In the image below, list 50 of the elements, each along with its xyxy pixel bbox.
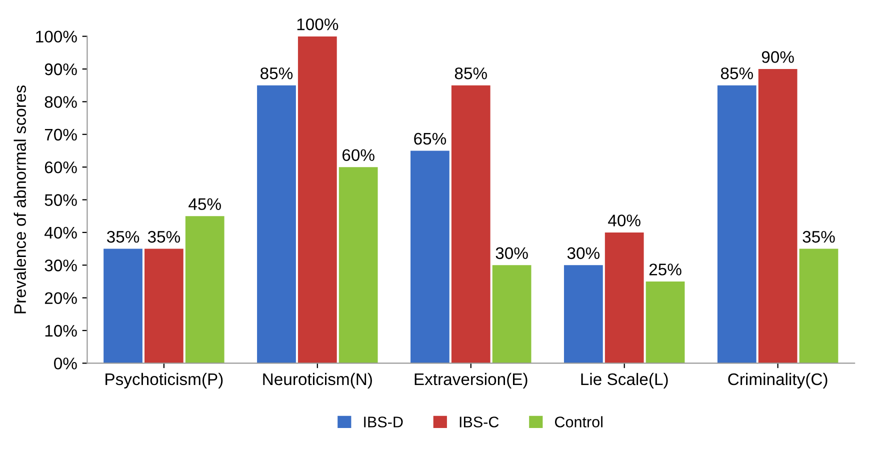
bar	[492, 265, 532, 364]
x-tick-label: Neuroticism(N)	[263, 372, 372, 388]
data-label: 65%	[414, 132, 446, 145]
data-label: 35%	[148, 230, 180, 243]
bar	[717, 85, 756, 364]
bar	[298, 36, 337, 364]
data-label: 85%	[454, 67, 487, 80]
bar	[338, 167, 378, 364]
bar	[451, 85, 490, 364]
bar	[104, 248, 142, 364]
x-tick-label: Psychoticism(P)	[106, 372, 223, 388]
y-tick-label: 40%	[44, 226, 77, 239]
y-tick-label: 10%	[45, 324, 77, 337]
bar	[185, 216, 224, 364]
legend-label: IBS-C	[460, 416, 499, 428]
y-tick-label: 70%	[44, 128, 77, 141]
legend-label: IBS-D	[364, 416, 403, 428]
data-label: 35%	[802, 230, 835, 243]
data-label: 25%	[649, 264, 682, 276]
data-label: 85%	[260, 67, 293, 80]
y-tick-label: 100%	[36, 30, 77, 43]
bar	[604, 232, 644, 364]
bar	[758, 69, 798, 364]
data-label: 90%	[762, 51, 794, 63]
bar	[410, 150, 450, 364]
x-tick-label: Lie Scale(L)	[581, 372, 668, 388]
data-label: 40%	[608, 214, 640, 226]
y-axis-title: Prevalence of abnormal scores	[14, 85, 26, 314]
x-tick-label: Criminality(C)	[728, 372, 828, 388]
bar	[646, 281, 685, 364]
x-tick-label: Extraversion(E)	[414, 372, 528, 388]
y-tick-label: 60%	[44, 161, 77, 174]
data-label: 30%	[496, 247, 528, 260]
y-tick-label: 80%	[44, 96, 77, 108]
y-tick-label: 20%	[44, 292, 77, 304]
y-tick-label: 90%	[44, 63, 77, 76]
data-label: 100%	[297, 18, 338, 30]
data-label: 60%	[342, 149, 374, 161]
data-label: 45%	[188, 198, 221, 210]
y-tick-label: 30%	[44, 260, 77, 272]
legend-label: Control	[555, 416, 602, 428]
bar	[799, 248, 838, 364]
y-tick-label: 0%	[54, 358, 77, 370]
bar	[144, 248, 184, 364]
data-label: 30%	[567, 247, 600, 260]
bar	[257, 85, 296, 364]
y-tick-label: 50%	[44, 194, 77, 206]
data-label: 85%	[720, 67, 753, 80]
bar	[564, 265, 603, 364]
data-label: 35%	[106, 230, 140, 243]
